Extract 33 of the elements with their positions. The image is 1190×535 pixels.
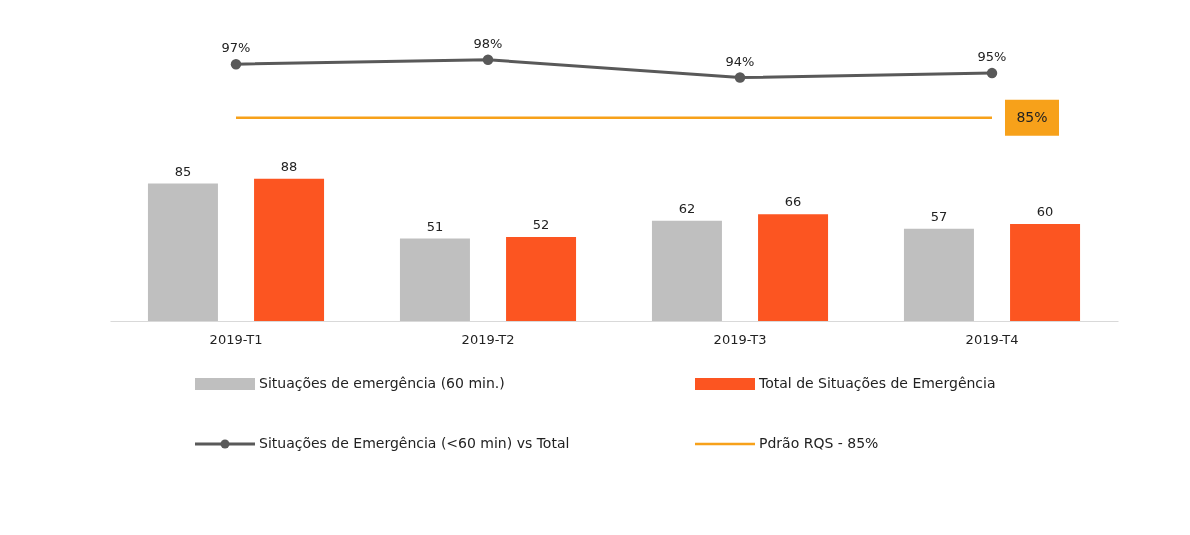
x-tick-label: 2019-T3 [713,331,767,347]
x-tick-label: 2019-T1 [209,331,263,347]
x-tick-label: 2019-T4 [965,331,1019,347]
data-label: 98% [473,35,503,51]
data-label: 85% [1016,108,1048,125]
data-label: 88 [280,158,298,174]
bar [147,183,218,321]
bar [254,178,325,321]
bar [903,228,974,321]
legend-label: Situações de Emergência (<60 min) vs Total [259,435,570,451]
data-label: 85 [174,163,192,179]
data-label: 52 [532,216,550,232]
legend-label: Pdrão RQS - 85% [759,435,879,451]
bar [1010,223,1081,321]
point [230,58,242,70]
point [986,67,998,79]
data-label: 60 [1036,203,1054,219]
data-label: 94% [725,53,755,69]
bar [758,214,829,321]
legend-label: Situações de emergência (60 min.) [259,375,505,391]
point [734,72,746,83]
data-label: 66 [784,194,802,210]
point [482,54,494,65]
x-tick-label: 2019-T2 [461,331,515,347]
data-label: 62 [678,200,696,216]
data-label: 51 [426,218,444,234]
bar [506,236,577,321]
legend-label: Total de Situações de Emergência [758,375,996,391]
bar [399,238,470,321]
data-label: 97% [221,40,251,56]
data-label: 57 [930,208,948,224]
data-label: 95% [977,49,1007,65]
bar [651,220,722,321]
